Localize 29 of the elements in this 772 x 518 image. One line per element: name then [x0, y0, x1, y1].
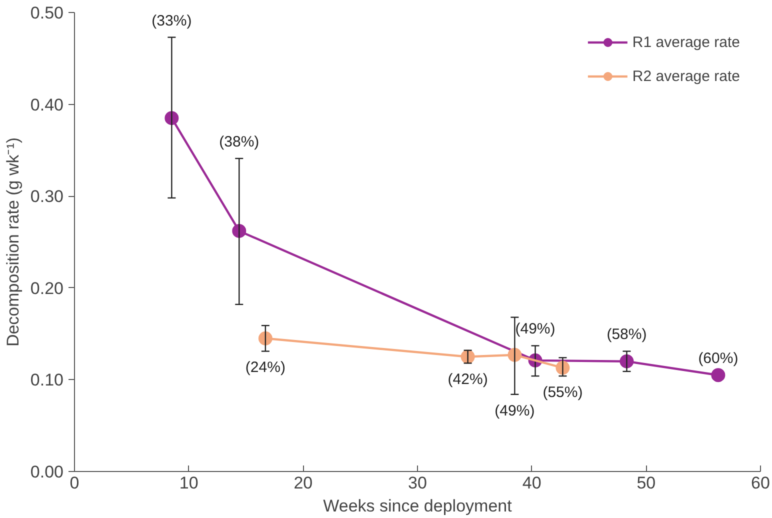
y-tick-label: 0.50: [30, 4, 64, 22]
annotation: (24%): [245, 359, 286, 376]
annotation: (49%): [515, 320, 556, 338]
y-tick-label: 0.40: [30, 95, 64, 114]
point: [711, 368, 726, 382]
x-axis-title: Weeks since deployment: [323, 496, 512, 516]
x-tick-label: 0: [70, 474, 80, 492]
x-tick-label: 30: [408, 474, 427, 492]
annotation: (38%): [219, 133, 260, 150]
point: [232, 224, 246, 238]
y-tick-label: 0.00: [30, 462, 64, 482]
x-tick-label: 20: [294, 474, 313, 492]
annotation: (42%): [448, 371, 488, 388]
annotation: (60%): [698, 350, 738, 368]
x-tick-label: 40: [522, 474, 542, 492]
y-axis-title: Decomposition rate (g wk⁻¹): [3, 137, 22, 347]
x-tick-label: 10: [179, 474, 198, 492]
annotation: (58%): [606, 326, 647, 344]
legend-label: R1 average rate: [632, 34, 740, 50]
y-tick-label: 0.30: [30, 187, 64, 206]
annotation: (49%): [494, 402, 535, 420]
x-tick-label: 60: [751, 474, 770, 492]
y-tick-label: 0.20: [30, 278, 64, 298]
annotation: (33%): [152, 12, 192, 30]
y-tick-label: 0.10: [30, 370, 64, 390]
x-tick-label: 50: [636, 474, 656, 492]
annotation: (55%): [542, 384, 583, 402]
point: [258, 331, 272, 346]
legend-label: R2 average rate: [632, 68, 740, 84]
